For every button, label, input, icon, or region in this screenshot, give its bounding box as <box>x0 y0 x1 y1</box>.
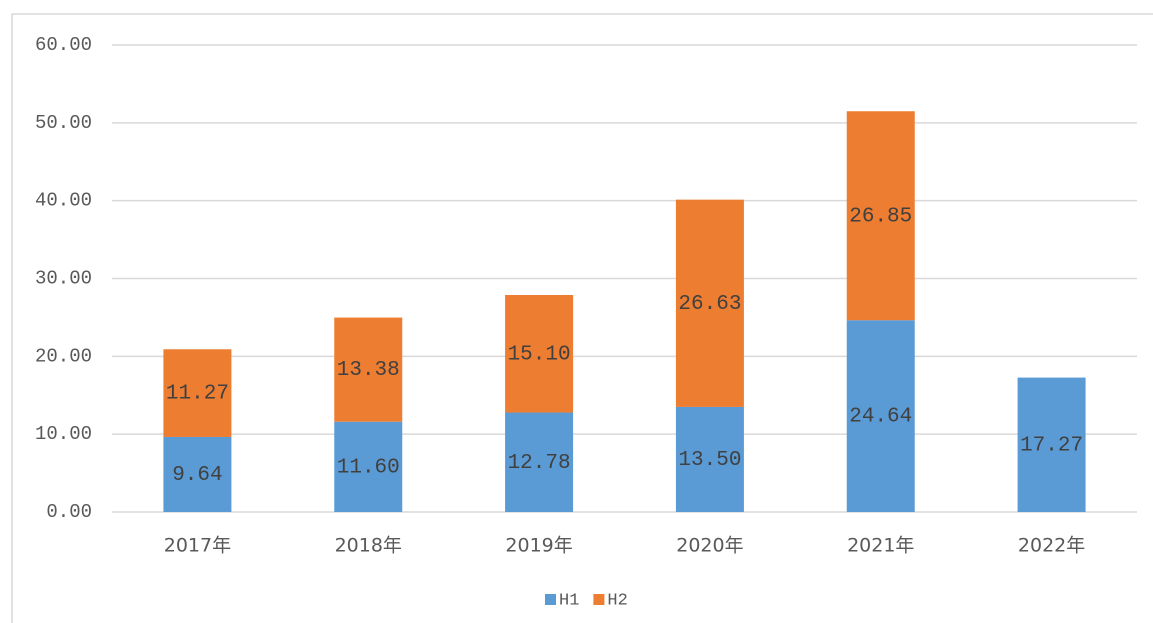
data-label: 13.50 <box>678 449 741 472</box>
bar-segment <box>1017 377 1086 512</box>
bar-segment <box>505 295 574 413</box>
legend-label: H2 <box>607 591 627 610</box>
data-label: 26.85 <box>849 205 912 228</box>
x-tick-label: 2020年 <box>676 535 743 557</box>
data-label: 11.27 <box>166 383 229 406</box>
data-label: 13.38 <box>337 359 400 382</box>
data-label: 12.78 <box>508 452 571 475</box>
x-tick-label: 2019年 <box>505 535 572 557</box>
x-tick-label: 2018年 <box>335 535 402 557</box>
bar-segment <box>334 317 403 422</box>
data-label: 24.64 <box>849 406 912 429</box>
bar-segment <box>163 436 232 512</box>
x-tick-label: 2021年 <box>847 535 914 557</box>
bar-segment <box>505 412 574 512</box>
y-tick-label: 40.00 <box>35 190 92 212</box>
data-label: 26.63 <box>678 293 741 316</box>
bar-segment <box>163 349 232 437</box>
y-tick-label: 60.00 <box>35 34 92 56</box>
y-tick-label: 20.00 <box>35 345 92 367</box>
frame <box>11 13 1153 623</box>
bar-segment <box>675 406 744 512</box>
bar-segment <box>675 199 744 407</box>
bar-segment <box>846 111 915 321</box>
y-tick-label: 30.00 <box>35 268 92 290</box>
bar-segment <box>846 320 915 512</box>
y-tick-label: 10.00 <box>35 423 92 445</box>
y-tick-label: 0.00 <box>46 501 92 523</box>
legend-swatch <box>545 594 556 605</box>
y-tick-label: 50.00 <box>35 112 92 134</box>
data-label: 15.10 <box>508 343 571 366</box>
legend-label: H1 <box>559 591 579 610</box>
legend-swatch <box>593 594 605 605</box>
bar-segment <box>334 421 403 512</box>
data-label: 9.64 <box>172 464 222 487</box>
x-tick-label: 2017年 <box>164 535 231 557</box>
data-label: 17.27 <box>1020 434 1083 457</box>
x-tick-label: 2022年 <box>1018 535 1085 557</box>
data-label: 11.60 <box>337 456 400 479</box>
